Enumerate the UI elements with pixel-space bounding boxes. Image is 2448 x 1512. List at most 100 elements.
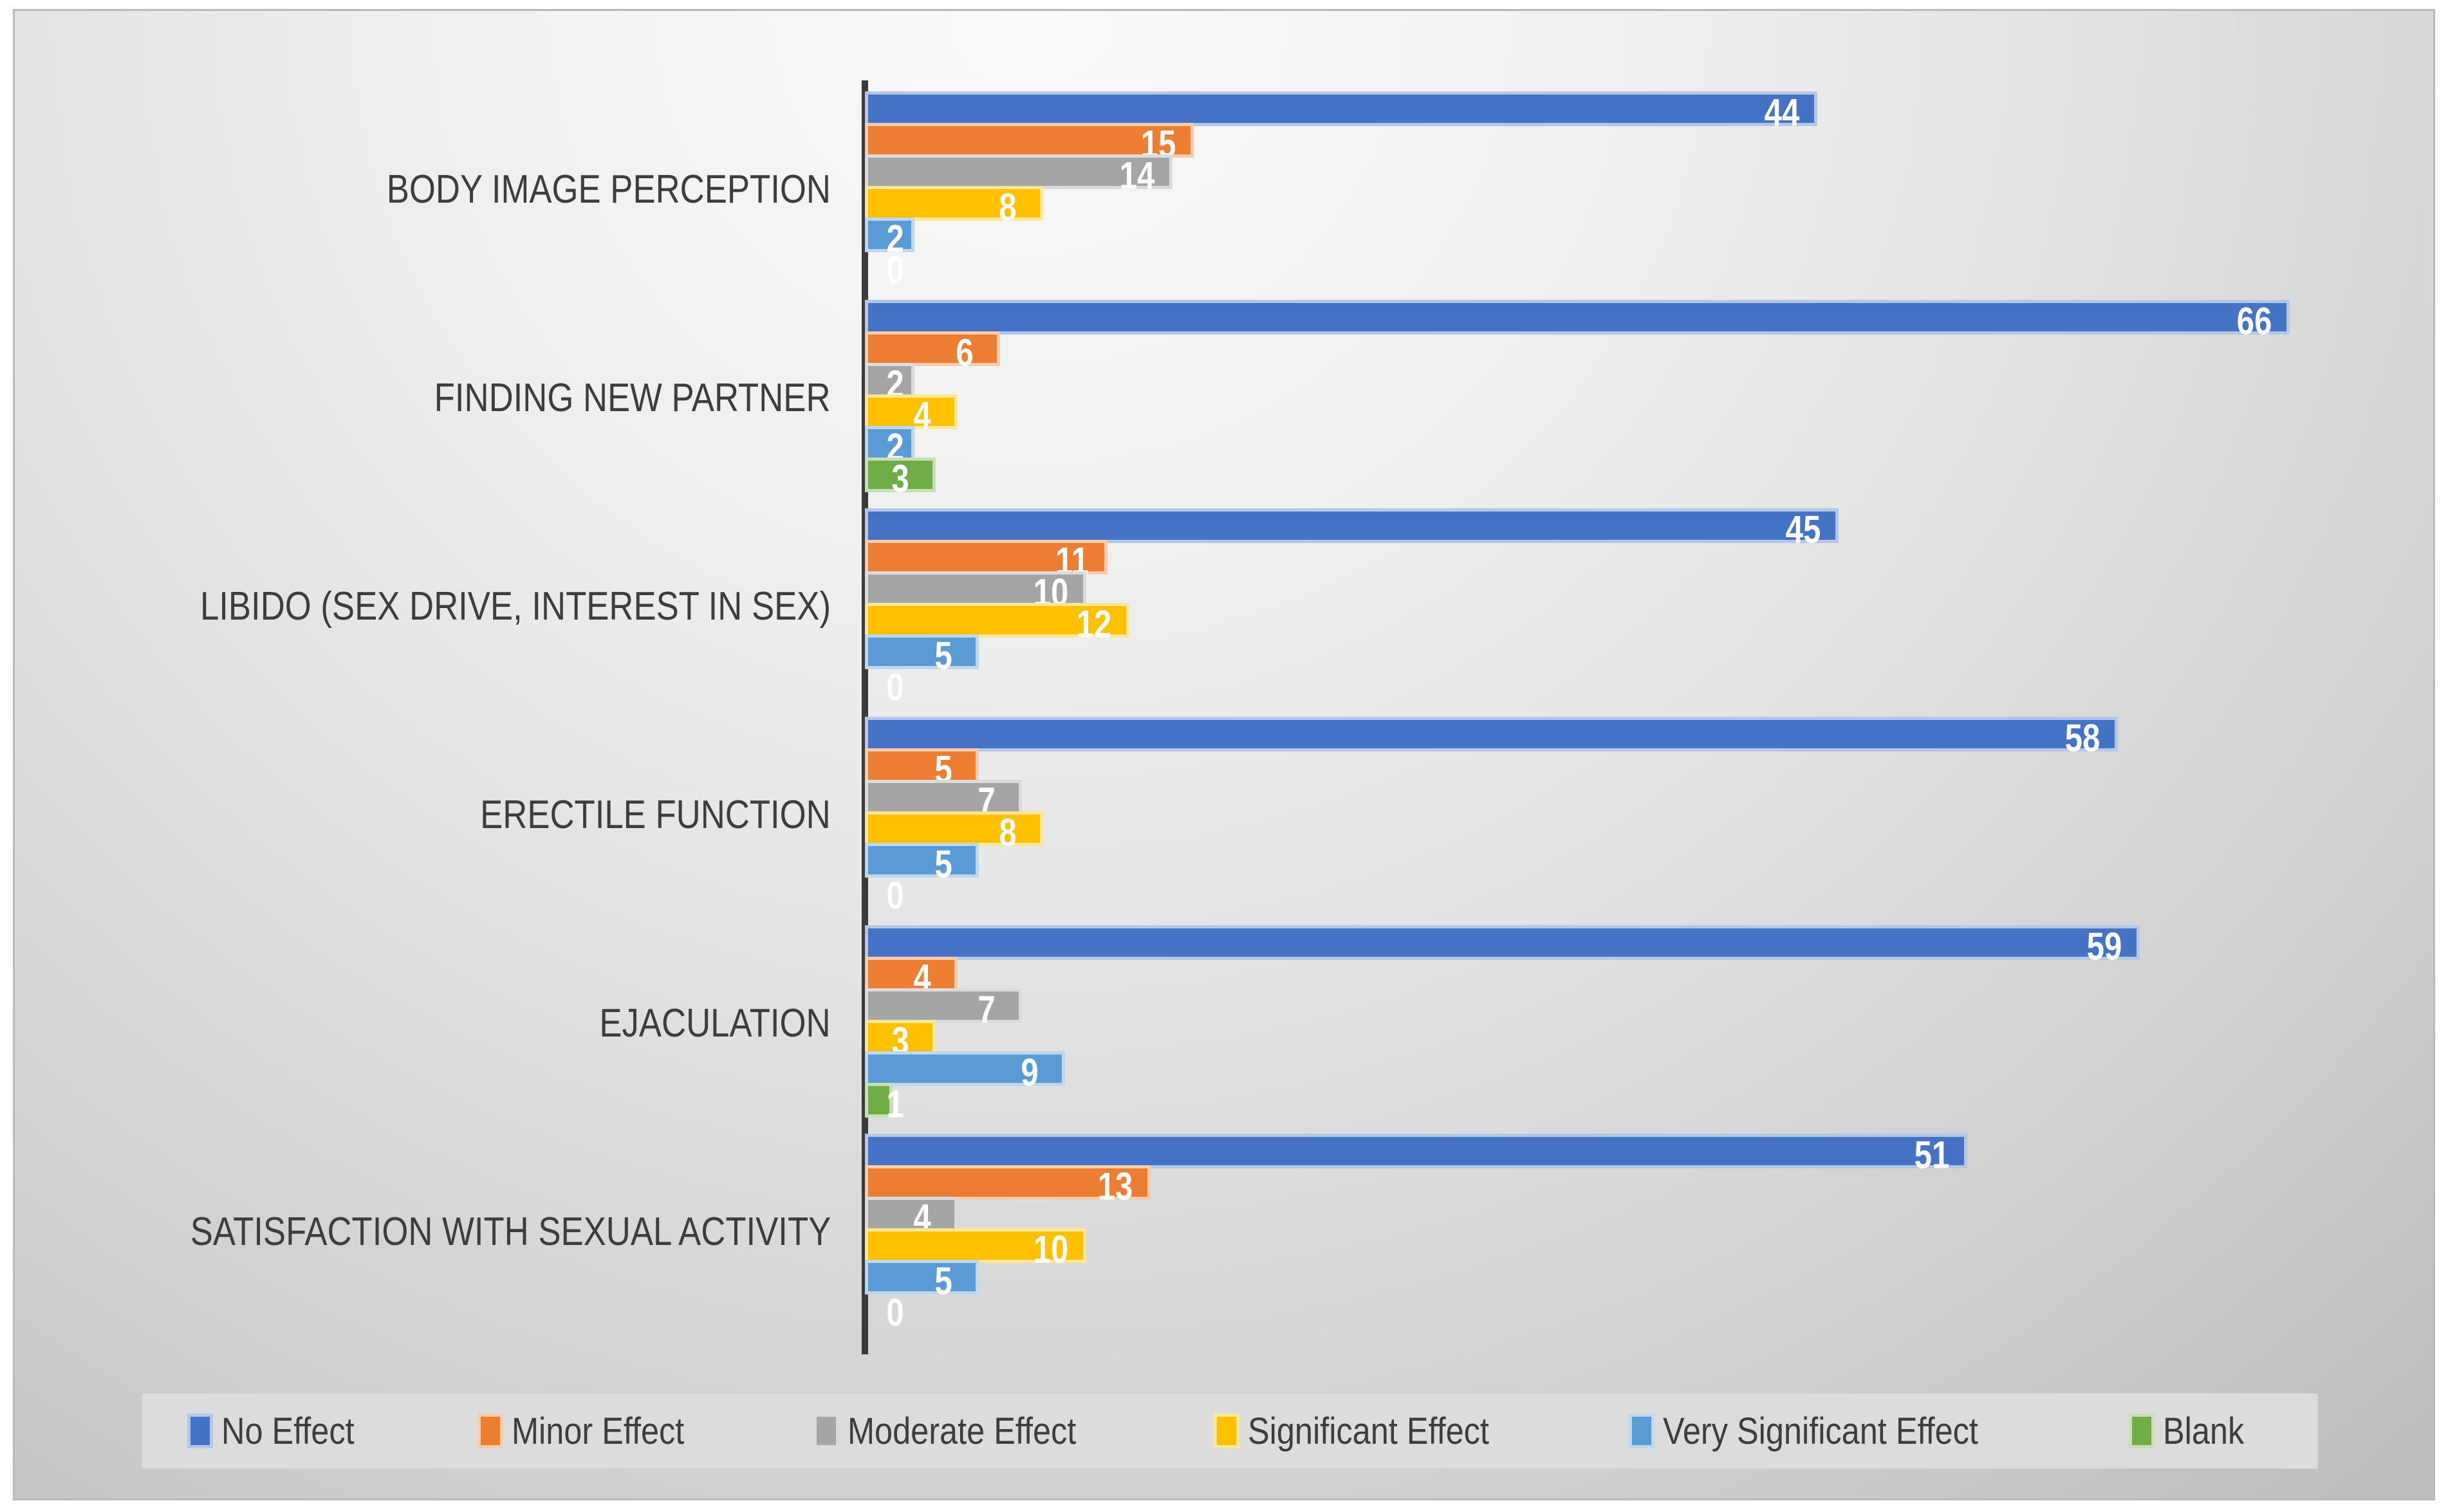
category-label-text: EJACULATION — [599, 1000, 831, 1046]
category-label: SATISFACTION WITH SEXUAL ACTIVITY — [15, 1137, 831, 1326]
category-group-erectile-function: ERECTILE FUNCTION 58 5 7 8 5 0 — [15, 717, 2433, 917]
bar-significant-effect — [868, 1231, 1083, 1260]
legend-item-significant-effect: Significant Effect — [1217, 1410, 1525, 1453]
bar-moderate-effect — [868, 991, 1019, 1020]
legend-color-swatch — [481, 1417, 501, 1445]
bar-value-label: 3 — [891, 457, 909, 501]
legend-item-label-text: No Effect — [221, 1410, 355, 1452]
bars-group: 66 6 2 4 2 3 — [868, 300, 2433, 501]
bar-value-label: 66 — [2236, 299, 2272, 343]
bar-blank — [868, 461, 932, 489]
category-label-text: ERECTILE FUNCTION — [480, 792, 831, 837]
bar-value-label: 5 — [934, 634, 952, 678]
bar-value-label: 8 — [999, 811, 1017, 854]
bars-group: 58 5 7 8 5 0 — [868, 717, 2433, 917]
category-group-satisfaction-with-sexual-activity: SATISFACTION WITH SEXUAL ACTIVITY 51 13 4 10… — [15, 1134, 2433, 1334]
legend-item-label: Minor Effect — [512, 1410, 710, 1453]
category-group-finding-new-partner: FINDING NEW PARTNER 66 6 2 4 2 3 — [15, 300, 2433, 501]
bar-significant-effect — [868, 189, 1040, 217]
bar-no-effect — [868, 720, 2115, 748]
legend-color-swatch — [1632, 1417, 1652, 1445]
category-label: BODY IMAGE PERCEPTION — [15, 95, 831, 284]
bar-very-significant-effect — [868, 1263, 976, 1291]
bar-value-label: 8 — [999, 185, 1017, 229]
bar-blank — [868, 1086, 889, 1114]
bar-minor-effect — [868, 126, 1191, 154]
bar-significant-effect — [868, 1023, 932, 1051]
bars-group: 51 13 4 10 5 0 — [868, 1134, 2433, 1334]
bar-value-label: 6 — [956, 331, 974, 374]
legend-item-label-text: Very Significant Effect — [1663, 1410, 1978, 1452]
bar-moderate-effect — [868, 366, 911, 394]
bar-moderate-effect — [868, 158, 1169, 186]
legend-item-label: Significant Effect — [1248, 1410, 1525, 1453]
legend-item-label-text: Blank — [2162, 1410, 2245, 1452]
bar-no-effect — [868, 928, 2137, 957]
legend-item-label-text: Significant Effect — [1248, 1410, 1490, 1452]
bar-value-label: 4 — [913, 394, 931, 438]
bar-no-effect — [868, 303, 2286, 331]
bar-value-label: 7 — [978, 988, 996, 1031]
bar-minor-effect — [868, 751, 976, 780]
bar-no-effect — [868, 1137, 1964, 1165]
bar-value-label: 9 — [1021, 1051, 1039, 1094]
bar-value-label: 45 — [1785, 508, 1821, 551]
legend-item-label-text: Moderate Effect — [848, 1410, 1077, 1452]
y-axis-line — [862, 80, 868, 1354]
bar-chart: BODY IMAGE PERCEPTION 44 15 14 8 2 0 FINDING NE… — [13, 9, 2435, 1500]
legend-item-moderate-effect: Moderate Effect — [817, 1410, 1110, 1453]
bar-minor-effect — [868, 1168, 1147, 1197]
legend-item-label: Very Significant Effect — [1663, 1410, 2025, 1453]
bar-moderate-effect — [868, 575, 1083, 603]
category-label-text: BODY IMAGE PERCEPTION — [386, 167, 831, 212]
bar-value-label: 44 — [1764, 91, 1800, 134]
bar-minor-effect — [868, 543, 1104, 571]
legend-item-label-text: Minor Effect — [512, 1410, 685, 1452]
category-group-libido-sex-drive-interest-in-sex: LIBIDO (SEX DRIVE, INTEREST IN SEX) 45 11 1… — [15, 508, 2433, 709]
chart-legend: No Effect Minor Effect Moderate Effect Sign… — [142, 1393, 2318, 1469]
bar-value-label: 58 — [2064, 716, 2100, 760]
bar-value-label: 14 — [1119, 154, 1155, 198]
bar-very-significant-effect — [868, 638, 976, 666]
legend-color-swatch — [190, 1417, 210, 1445]
legend-color-swatch — [817, 1417, 837, 1445]
bar-value-label: 51 — [1914, 1133, 1950, 1177]
category-label: LIBIDO (SEX DRIVE, INTEREST IN SEX) — [15, 512, 831, 701]
bar-value-label: 10 — [1033, 1228, 1069, 1271]
bar-value-label: 1 — [886, 1082, 904, 1126]
category-label-text: LIBIDO (SEX DRIVE, INTEREST IN SEX) — [199, 584, 831, 629]
bars-group: 44 15 14 8 2 0 — [868, 91, 2433, 292]
legend-item-no-effect: No Effect — [190, 1410, 375, 1453]
legend-item-very-significant-effect: Very Significant Effect — [1632, 1410, 2025, 1453]
category-label: FINDING NEW PARTNER — [15, 303, 831, 492]
bar-value-label: 0 — [886, 665, 904, 709]
bars-group: 59 4 7 3 9 1 — [868, 925, 2433, 1126]
bar-no-effect — [868, 512, 1835, 540]
bar-value-label: 59 — [2086, 925, 2122, 968]
bar-value-label: 0 — [886, 874, 904, 917]
bar-moderate-effect — [868, 783, 1019, 811]
legend-color-swatch — [1217, 1417, 1237, 1445]
bar-moderate-effect — [868, 1200, 954, 1228]
category-label: ERECTILE FUNCTION — [15, 720, 831, 909]
bar-value-label: 13 — [1097, 1165, 1133, 1208]
bar-value-label: 12 — [1076, 602, 1112, 646]
legend-color-swatch — [2131, 1417, 2151, 1445]
legend-item-label: Blank — [2163, 1410, 2256, 1453]
bar-significant-effect — [868, 398, 954, 426]
category-label-text: SATISFACTION WITH SEXUAL ACTIVITY — [190, 1209, 831, 1254]
bar-very-significant-effect — [868, 846, 976, 874]
legend-item-label: Moderate Effect — [848, 1410, 1110, 1453]
bar-significant-effect — [868, 815, 1040, 843]
legend-item-label: No Effect — [221, 1410, 375, 1453]
bar-very-significant-effect — [868, 221, 911, 249]
bar-value-label: 2 — [886, 217, 904, 261]
bar-minor-effect — [868, 960, 954, 988]
bar-value-label: 5 — [934, 1259, 952, 1303]
bar-no-effect — [868, 95, 1814, 123]
category-group-ejaculation: EJACULATION 59 4 7 3 9 1 — [15, 925, 2433, 1126]
legend-item-blank: Blank — [2131, 1410, 2256, 1453]
category-label: EJACULATION — [15, 928, 831, 1118]
bar-very-significant-effect — [868, 429, 911, 457]
